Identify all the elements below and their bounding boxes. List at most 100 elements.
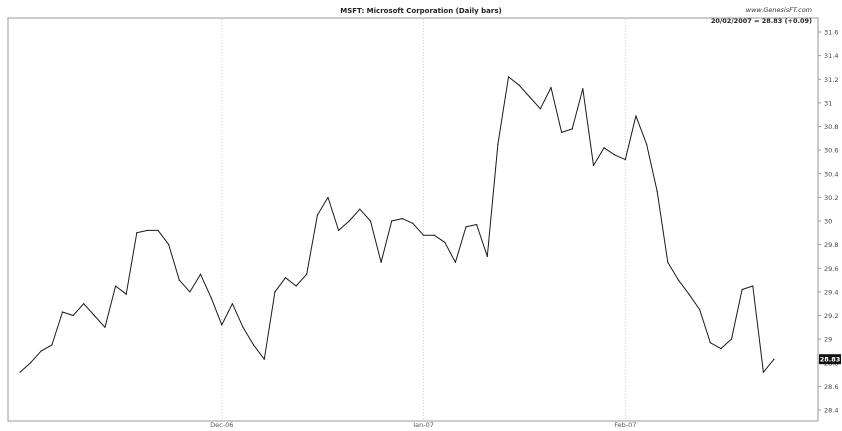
chart-title: MSFT: Microsoft Corporation (Daily bars) (340, 7, 501, 15)
y-tick-label: 29.6 (824, 265, 838, 273)
data-point (603, 147, 605, 149)
data-point (497, 143, 499, 145)
data-point (72, 314, 74, 317)
data-point (61, 311, 64, 313)
y-tick-label: 30.8 (824, 123, 838, 131)
data-point (677, 279, 680, 281)
data-point (550, 86, 552, 89)
data-point (30, 362, 32, 364)
data-point (348, 220, 350, 222)
data-point (667, 261, 669, 263)
data-point (104, 326, 106, 328)
data-point (242, 326, 244, 328)
data-point (486, 255, 488, 258)
data-point (274, 291, 276, 293)
data-point (40, 350, 42, 352)
data-point (539, 108, 541, 110)
data-point (295, 285, 297, 287)
data-point (136, 232, 138, 234)
data-point (199, 273, 202, 275)
data-point (380, 261, 382, 263)
data-point (592, 164, 595, 167)
grid (221, 19, 626, 421)
y-tick-label: 30.6 (824, 147, 838, 155)
data-point (189, 291, 191, 293)
data-point (507, 76, 510, 78)
y-tick-label: 31.2 (824, 76, 838, 84)
data-point (284, 277, 287, 279)
data-point (369, 220, 372, 222)
data-point (19, 371, 21, 373)
data-point (741, 288, 743, 291)
y-tick-label: 31.6 (824, 29, 838, 37)
data-point (645, 143, 648, 145)
y-tick-label: 29.4 (824, 288, 838, 296)
y-tick-label: 29.2 (824, 312, 838, 320)
data-point (306, 273, 308, 275)
source-label: www.GenesisFT.com (746, 6, 812, 14)
x-axis: Dec-06 Jan-07 Feb-07 (210, 421, 636, 429)
data-point (773, 358, 775, 360)
y-axis: 31.6 31.4 31.2 31 30.8 30.6 30.4 30.2 30 29.8 29.6… (818, 29, 838, 415)
y-tick-label: 30.2 (824, 194, 838, 202)
x-tick-label: Dec-06 (210, 421, 233, 427)
y-tick-label: 31.4 (824, 52, 838, 60)
data-point (327, 196, 329, 198)
data-point (221, 324, 223, 326)
data-point (624, 158, 626, 161)
data-point (656, 190, 658, 193)
y-tick-label: 29 (824, 336, 832, 344)
data-point (168, 244, 170, 246)
data-point (454, 261, 457, 263)
current-value-tag: 28.83 (819, 354, 841, 365)
data-point (359, 208, 361, 210)
data-point (51, 344, 53, 346)
data-point (561, 131, 563, 134)
y-tick-label: 28.6 (824, 383, 838, 391)
data-point (433, 234, 435, 236)
series-layer (19, 76, 775, 373)
y-tick-label: 30 (824, 218, 832, 226)
data-point (337, 229, 340, 232)
data-point (93, 314, 95, 317)
x-tick-label: Feb-07 (614, 421, 636, 427)
data-point (720, 347, 722, 350)
data-point (316, 214, 318, 216)
y-tick-label: 28.4 (824, 407, 838, 415)
data-point (476, 223, 478, 226)
data-point (422, 234, 425, 236)
data-point (83, 303, 85, 305)
data-point (444, 241, 446, 243)
data-point (401, 218, 403, 220)
data-point (699, 308, 701, 311)
data-point (635, 115, 637, 117)
data-point (157, 229, 159, 232)
x-tick-label: Jan-07 (412, 421, 434, 427)
data-point (688, 293, 690, 295)
data-point (614, 154, 616, 156)
data-point (412, 222, 414, 224)
data-point (210, 297, 212, 299)
data-point (582, 88, 584, 90)
data-point (709, 342, 711, 344)
data-point (730, 338, 733, 340)
data-point (253, 344, 255, 346)
data-point (465, 226, 467, 228)
y-tick-label: 29.8 (824, 241, 838, 249)
data-point (518, 84, 520, 86)
data-point (529, 96, 531, 98)
y-tick-label: 31 (824, 99, 832, 107)
y-tick-label: 30.4 (824, 170, 838, 178)
price-series-line (19, 76, 775, 373)
current-value-box (819, 354, 841, 365)
data-point (391, 220, 393, 222)
current-value-text: 28.83 (820, 356, 841, 364)
data-point (762, 371, 764, 373)
data-point (263, 358, 265, 360)
last-quote-label: 20/02/2007 = 28.83 (+0.09) (711, 17, 812, 25)
data-point (125, 293, 127, 295)
data-point (146, 229, 149, 232)
